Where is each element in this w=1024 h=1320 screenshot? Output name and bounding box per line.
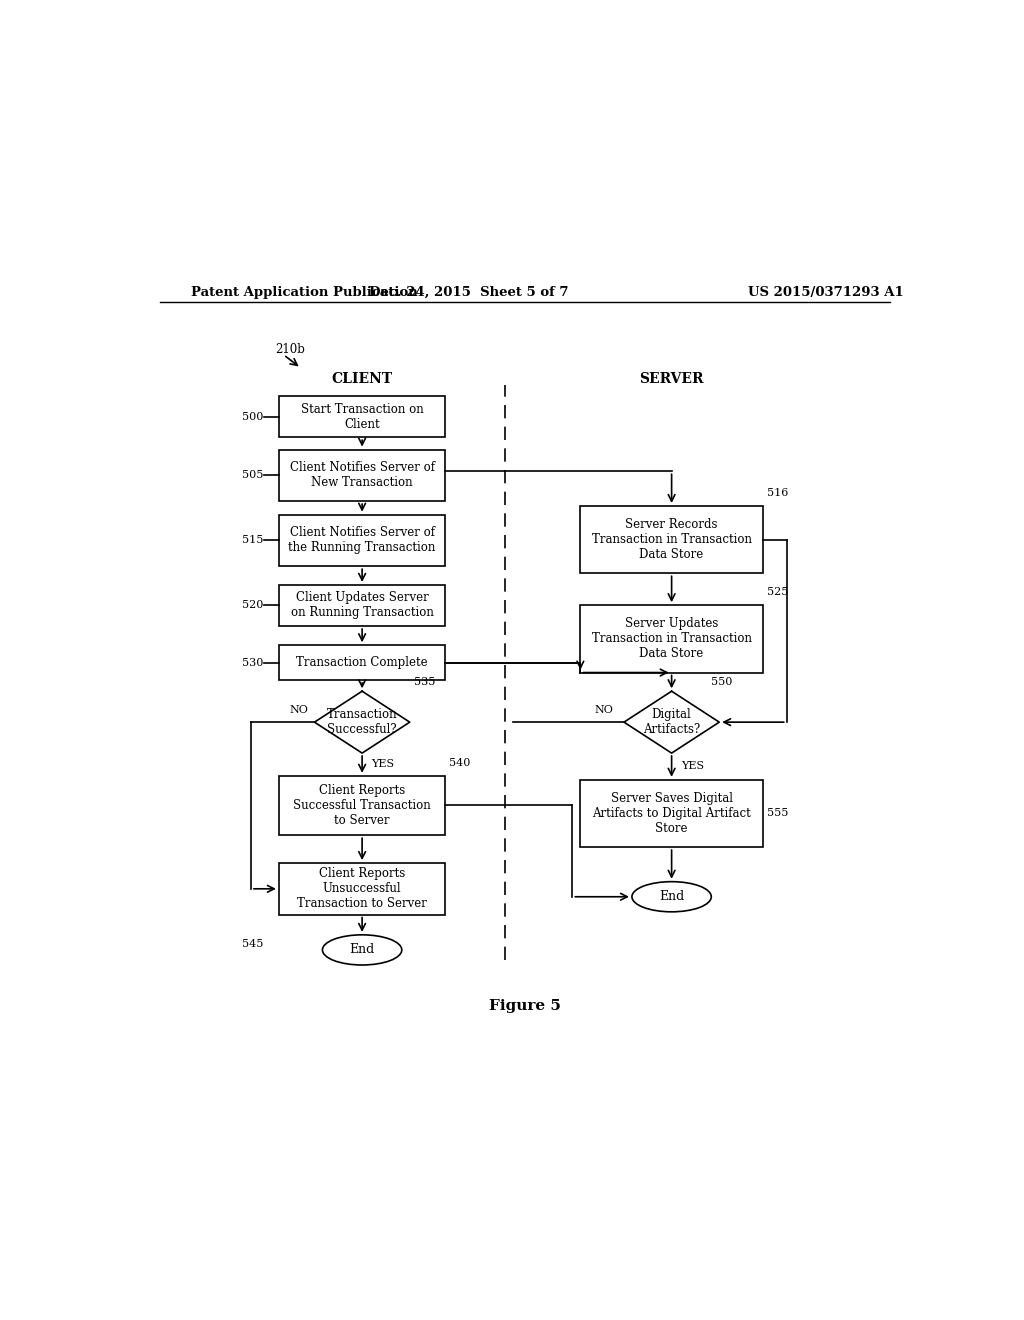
Text: Patent Application Publication: Patent Application Publication (191, 285, 418, 298)
Text: 500: 500 (242, 412, 263, 421)
Text: 535: 535 (414, 677, 435, 688)
Text: Transaction Complete: Transaction Complete (296, 656, 428, 669)
Text: Client Updates Server
on Running Transaction: Client Updates Server on Running Transac… (291, 591, 433, 619)
Ellipse shape (632, 882, 712, 912)
FancyBboxPatch shape (581, 605, 763, 673)
Ellipse shape (323, 935, 401, 965)
Text: 210b: 210b (274, 343, 305, 355)
Text: YES: YES (372, 759, 395, 770)
FancyBboxPatch shape (279, 776, 445, 836)
Text: Server Records
Transaction in Transaction
Data Store: Server Records Transaction in Transactio… (592, 519, 752, 561)
FancyBboxPatch shape (581, 506, 763, 573)
FancyBboxPatch shape (581, 780, 763, 847)
FancyBboxPatch shape (279, 450, 445, 502)
Text: Transaction
Successful?: Transaction Successful? (327, 708, 397, 737)
Text: Digital
Artifacts?: Digital Artifacts? (643, 708, 700, 737)
FancyBboxPatch shape (279, 515, 445, 566)
Text: Server Saves Digital
Artifacts to Digital Artifact
Store: Server Saves Digital Artifacts to Digita… (592, 792, 751, 836)
FancyBboxPatch shape (279, 645, 445, 680)
Text: 525: 525 (767, 587, 788, 597)
Text: Figure 5: Figure 5 (488, 999, 561, 1014)
Text: 516: 516 (767, 488, 788, 498)
Polygon shape (314, 692, 410, 754)
Text: 555: 555 (767, 808, 788, 818)
Text: CLIENT: CLIENT (332, 372, 392, 387)
Text: Client Reports
Successful Transaction
to Server: Client Reports Successful Transaction to… (293, 784, 431, 826)
Text: YES: YES (681, 762, 705, 771)
Text: US 2015/0371293 A1: US 2015/0371293 A1 (749, 285, 904, 298)
Text: NO: NO (289, 705, 308, 715)
Text: 515: 515 (242, 536, 263, 545)
FancyBboxPatch shape (279, 863, 445, 915)
Text: Server Updates
Transaction in Transaction
Data Store: Server Updates Transaction in Transactio… (592, 618, 752, 660)
Text: 550: 550 (712, 677, 732, 688)
Text: 540: 540 (450, 758, 471, 768)
Text: End: End (659, 890, 684, 903)
Text: Client Notifies Server of
New Transaction: Client Notifies Server of New Transactio… (290, 462, 434, 490)
FancyBboxPatch shape (279, 396, 445, 437)
Text: NO: NO (595, 705, 613, 715)
Text: Dec. 24, 2015  Sheet 5 of 7: Dec. 24, 2015 Sheet 5 of 7 (370, 285, 569, 298)
Text: End: End (349, 944, 375, 957)
Text: SERVER: SERVER (639, 372, 703, 387)
Text: Client Notifies Server of
the Running Transaction: Client Notifies Server of the Running Tr… (289, 527, 436, 554)
Polygon shape (624, 692, 719, 754)
Text: 505: 505 (242, 470, 263, 480)
Text: Client Reports
Unsuccessful
Transaction to Server: Client Reports Unsuccessful Transaction … (297, 867, 427, 911)
FancyBboxPatch shape (279, 585, 445, 626)
Text: Start Transaction on
Client: Start Transaction on Client (301, 403, 424, 430)
Text: 545: 545 (242, 939, 263, 949)
Text: 530: 530 (242, 657, 263, 668)
Text: 520: 520 (242, 601, 263, 610)
